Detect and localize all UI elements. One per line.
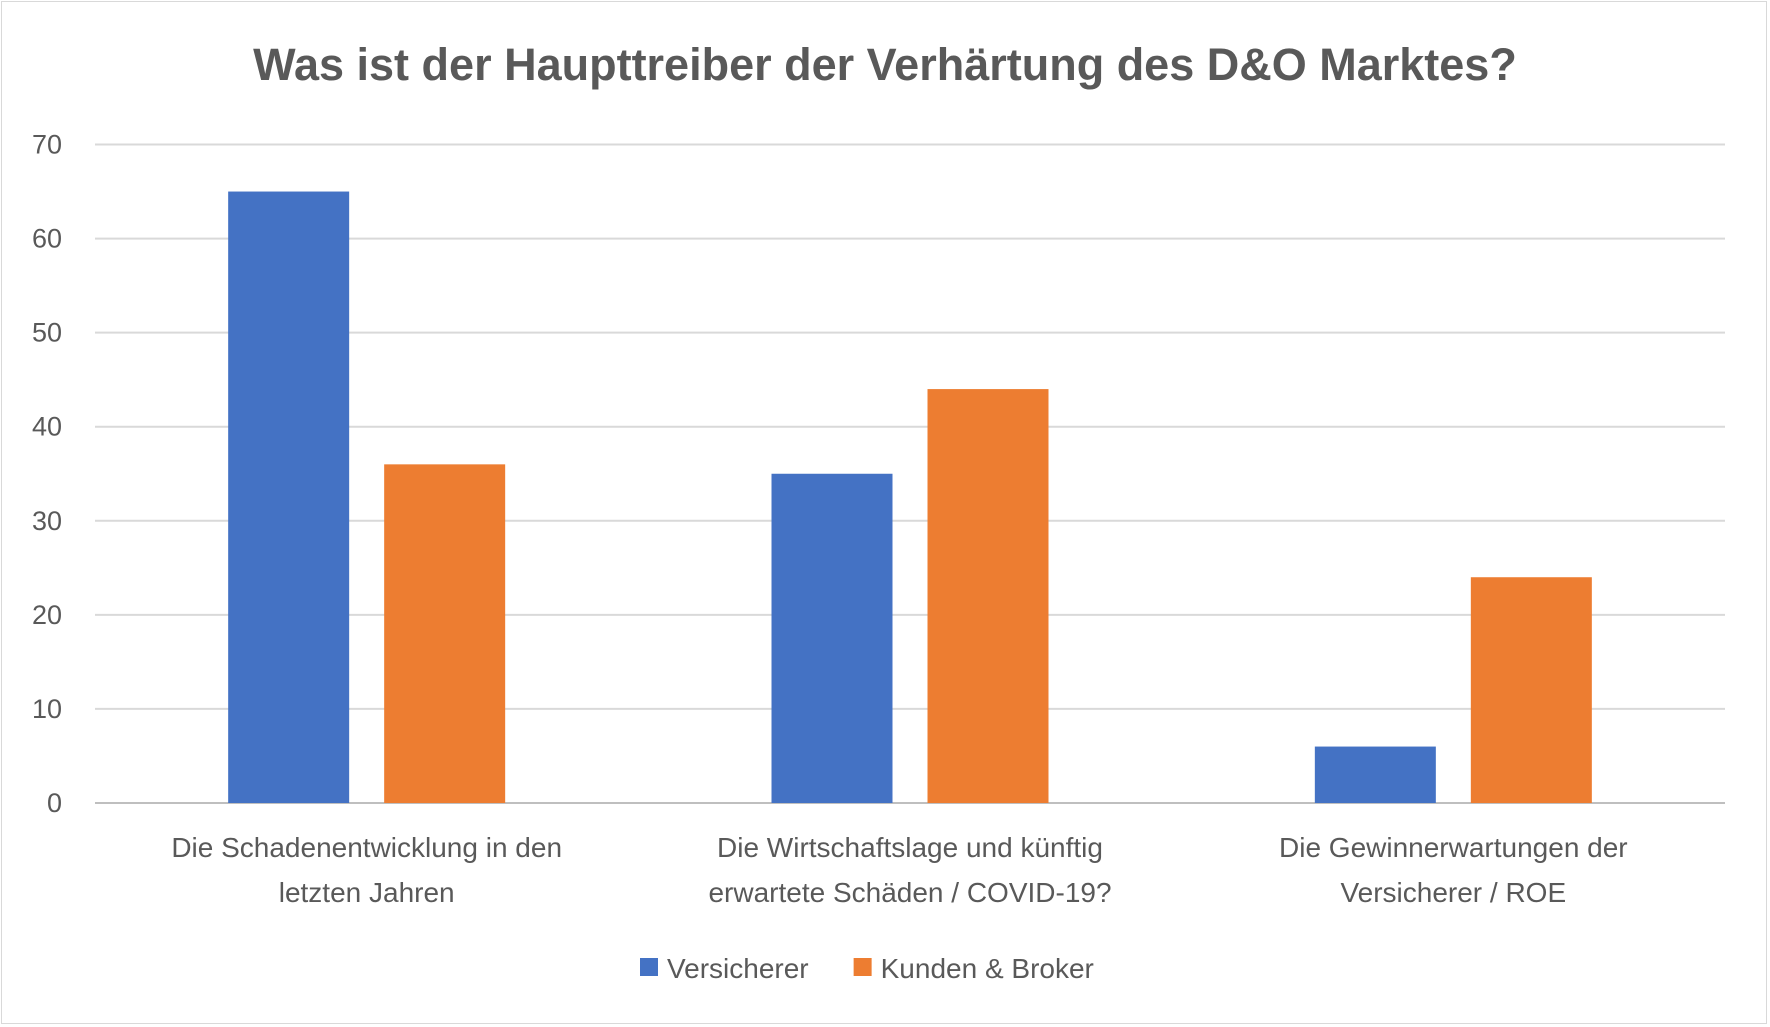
- bar-kunden-broker: [927, 389, 1049, 803]
- category-label: Die Schadenentwicklung in den: [171, 832, 562, 863]
- legend-swatch: [853, 958, 872, 976]
- category-label: letzten Jahren: [279, 877, 455, 908]
- bar-kunden-broker: [384, 464, 506, 803]
- y-tick-label: 30: [32, 506, 62, 536]
- bar-versicherer: [1314, 746, 1436, 803]
- bar-versicherer: [771, 473, 893, 803]
- legend-swatch: [640, 958, 658, 976]
- bar-versicherer: [228, 191, 350, 804]
- legend: Versicherer Kunden & Broker: [640, 953, 1094, 984]
- bar-kunden-broker: [1470, 577, 1592, 803]
- chart-title: Was ist der Haupttreiber der Verhärtung …: [253, 39, 1517, 90]
- legend-label: Versicherer: [667, 953, 809, 984]
- y-axis-ticks: 0 10 20 30 40 50 60 70: [32, 130, 62, 819]
- category-label: Die Gewinnerwartungen der: [1279, 832, 1628, 863]
- y-tick-label: 50: [32, 318, 62, 348]
- gridlines: [95, 143, 1725, 804]
- category-label: Die Wirtschaftslage und künftig: [717, 832, 1103, 863]
- y-tick-label: 0: [47, 788, 62, 818]
- category-labels: Die Schadenentwicklung in den letzten Jah…: [171, 832, 1627, 908]
- bars: [228, 191, 1592, 804]
- legend-label: Kunden & Broker: [881, 953, 1094, 984]
- category-label: Versicherer / ROE: [1341, 877, 1567, 908]
- category-label: erwartete Schäden / COVID-19?: [708, 877, 1111, 908]
- y-tick-label: 20: [32, 600, 62, 630]
- y-tick-label: 40: [32, 412, 62, 442]
- y-tick-label: 70: [32, 130, 62, 160]
- y-tick-label: 10: [32, 694, 62, 724]
- y-tick-label: 60: [32, 224, 62, 254]
